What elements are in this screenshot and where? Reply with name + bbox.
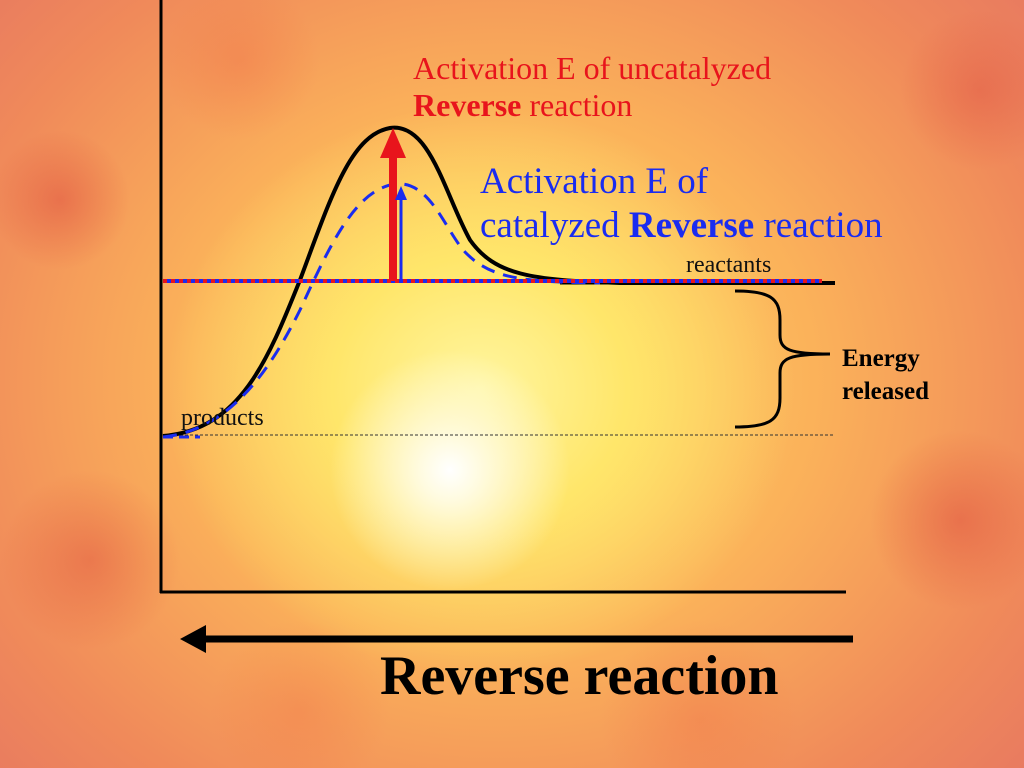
uncatalyzed-label-keyword: Reverse [413, 86, 522, 123]
catalyzed-label-line1: Activation E of [480, 161, 709, 202]
uncatalyzed-activation-arrow-head [380, 128, 406, 158]
catalyzed-curve [162, 182, 601, 439]
energy-brace [734, 289, 831, 429]
energy-label-line1: Energy [842, 345, 920, 372]
uncatalyzed-label-line2: Reverse reaction [413, 87, 771, 124]
energy-label-line2: released [842, 377, 930, 405]
uncatalyzed-curve [162, 125, 835, 438]
catalyzed-label-rest: reaction [754, 205, 883, 247]
uncatalyzed-activation-label: Activation E of uncatalyzed Reverse reac… [413, 50, 771, 124]
energy-released-label: Energy released [842, 343, 929, 408]
catalyzed-label-prefix: catalyzed [480, 205, 629, 247]
catalyzed-label-keyword: Reverse [628, 205, 755, 247]
products-label: products [181, 405, 264, 431]
catalyzed-activation-arrow-head [395, 186, 407, 200]
uncatalyzed-label-rest: reaction [521, 86, 633, 123]
reactants-label: reactants [686, 252, 772, 278]
catalyzed-activation-label: Activation E of catalyzed Reverse reacti… [480, 160, 883, 249]
reverse-reaction-title: Reverse reaction [380, 645, 779, 707]
uncatalyzed-label-line1: Activation E of uncatalyzed [413, 50, 772, 86]
catalyzed-label-line2: catalyzed Reverse reaction [480, 204, 883, 248]
reverse-direction-arrow-head [180, 625, 206, 653]
